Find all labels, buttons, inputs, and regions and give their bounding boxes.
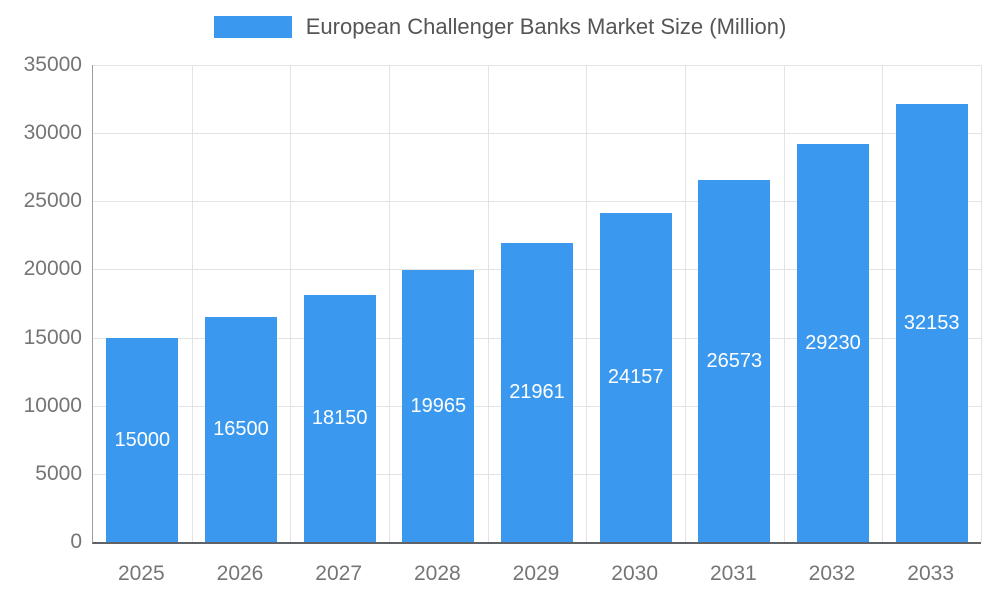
y-tick-label: 5000 — [35, 461, 82, 485]
bar-value-label: 16500 — [213, 418, 269, 440]
gridline-v — [685, 65, 686, 542]
x-tick-label: 2026 — [216, 562, 264, 585]
bar[interactable]: 18150 — [303, 295, 376, 542]
x-tick-label: 2032 — [808, 562, 856, 585]
bar-value-label: 21961 — [509, 381, 565, 403]
gridline-h — [93, 65, 981, 66]
x-tick-label: 2027 — [315, 562, 363, 585]
y-tick-label: 30000 — [23, 121, 82, 145]
x-tick-label: 2029 — [512, 562, 560, 585]
gridline-v — [981, 65, 982, 542]
y-axis: 0 5000 10000 15000 20000 25000 30000 35000 — [0, 53, 82, 553]
y-tick-label: 20000 — [23, 257, 82, 281]
bar-value-label: 24157 — [607, 366, 664, 388]
x-tick-label: 2031 — [709, 562, 757, 585]
y-tick-label: 35000 — [23, 53, 82, 76]
plot-area: 15000 16500 18150 19965 21961 24157 26573 29230… — [92, 65, 982, 544]
legend-swatch[interactable] — [213, 16, 292, 38]
bar-value-label: 19965 — [410, 394, 467, 417]
gridline-h — [93, 133, 981, 135]
y-tick-label: 15000 — [23, 325, 82, 349]
bar[interactable]: 15000 — [106, 338, 179, 542]
bar-value-label: 26573 — [706, 349, 763, 372]
bar[interactable]: 26573 — [698, 180, 771, 542]
gridline-h — [93, 201, 981, 203]
x-tick-label: 2030 — [611, 562, 659, 585]
gridline-v — [882, 65, 884, 542]
bar[interactable]: 16500 — [205, 317, 277, 542]
gridline-v — [586, 65, 588, 542]
bar-value-label: 29230 — [805, 331, 861, 354]
gridline-v — [290, 65, 292, 542]
bar[interactable]: 19965 — [402, 270, 475, 542]
y-tick-label: 0 — [70, 530, 82, 553]
x-axis: 2025 2026 2027 2028 2029 2030 2031 2032 2033 — [92, 562, 980, 592]
chart-title: European Challenger Banks Market Size (M… — [305, 14, 787, 39]
gridline-v — [783, 65, 785, 542]
y-tick-label: 10000 — [23, 393, 82, 417]
x-tick-label: 2033 — [907, 562, 955, 585]
bar[interactable]: 32153 — [895, 104, 968, 542]
y-tick-label: 25000 — [23, 189, 82, 213]
bar-value-label: 18150 — [311, 407, 368, 429]
gridline-v — [191, 65, 193, 542]
x-tick-label: 2028 — [413, 562, 461, 585]
bar[interactable]: 21961 — [501, 243, 573, 542]
bar[interactable]: 24157 — [599, 213, 672, 542]
gridline-v — [389, 65, 390, 542]
x-tick-label: 2025 — [117, 562, 165, 585]
legend[interactable]: European Challenger Banks Market Size (M… — [0, 14, 1000, 40]
bar[interactable]: 29230 — [797, 144, 869, 542]
bar-value-label: 32153 — [903, 311, 960, 334]
gridline-v — [487, 65, 489, 542]
bar-value-label: 15000 — [114, 428, 171, 451]
